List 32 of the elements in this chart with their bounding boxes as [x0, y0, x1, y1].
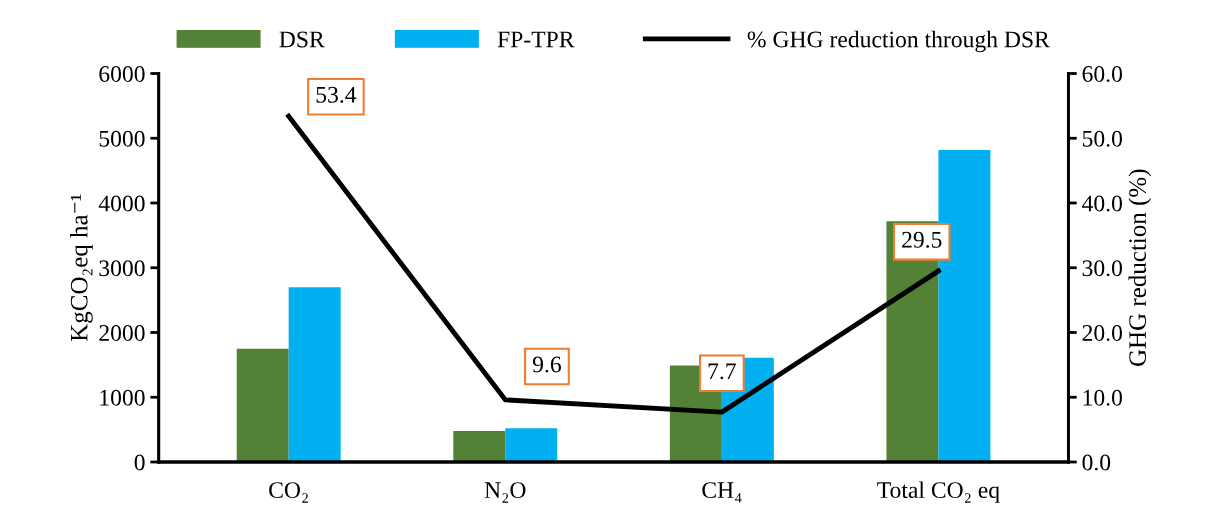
- legend-label: FP-TPR: [497, 31, 575, 48]
- bar: [236, 348, 289, 462]
- data-label: 53.4: [316, 86, 357, 103]
- y2-axis-title: GHG reduction (%): [1128, 169, 1152, 366]
- data-label: 9.6: [532, 356, 561, 373]
- y-tick-label: 5000: [99, 130, 145, 147]
- x-tick-label: Total CO₂ eq: [877, 481, 1000, 503]
- bar: [453, 430, 506, 462]
- line-series: [286, 113, 941, 415]
- y2-tick-label: 60.0: [1082, 65, 1122, 83]
- y-axis-title: KgCO₂eq ha⁻¹: [70, 194, 93, 342]
- data-label: 7.7: [708, 363, 736, 380]
- y2-tick-label: 50.0: [1082, 130, 1122, 147]
- y-tick-label: 3000: [99, 260, 145, 277]
- y2-tick-label: 10.0: [1083, 389, 1122, 406]
- legend-label: % GHG reduction through DSR: [747, 30, 1050, 53]
- x-tick-label: N₂O: [484, 482, 526, 503]
- y-tick-label: 6000: [99, 65, 145, 82]
- y-tick-label: 2000: [99, 324, 145, 341]
- bar: [505, 428, 558, 462]
- legend-label: DSR: [279, 31, 325, 48]
- x-tick-label: CH₄: [702, 482, 742, 503]
- x-tick-label: CO₂: [269, 482, 308, 503]
- y2-tick-label: 30.0: [1082, 260, 1122, 277]
- y2-tick-label: 0.0: [1082, 454, 1111, 471]
- y2-tick-label: 40.0: [1082, 195, 1122, 212]
- y2-tick-label: 20.0: [1082, 324, 1122, 342]
- y-tick-label: 4000: [98, 195, 145, 212]
- y-tick-label: 1000: [100, 389, 145, 406]
- bar: [288, 287, 341, 462]
- y-tick-label: 0: [134, 454, 145, 471]
- data-label: 29.5: [902, 231, 942, 248]
